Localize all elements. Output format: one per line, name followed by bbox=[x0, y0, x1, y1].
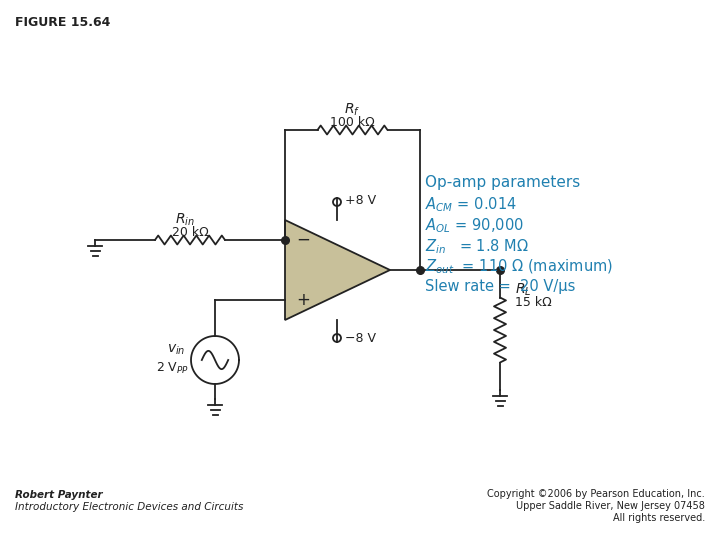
Text: Op-amp parameters: Op-amp parameters bbox=[425, 175, 580, 190]
Text: Robert Paynter: Robert Paynter bbox=[15, 490, 103, 500]
Text: All rights reserved.: All rights reserved. bbox=[613, 513, 705, 523]
Text: 100 kΩ: 100 kΩ bbox=[330, 116, 375, 129]
Text: $R_L$: $R_L$ bbox=[515, 282, 531, 298]
Text: $R_{in}$: $R_{in}$ bbox=[175, 212, 195, 228]
Text: +: + bbox=[296, 291, 310, 309]
Text: $v_{in}$: $v_{in}$ bbox=[166, 343, 185, 357]
Text: 20 kΩ: 20 kΩ bbox=[171, 226, 208, 239]
Text: $Z_{out}$  = 110 Ω (maximum): $Z_{out}$ = 110 Ω (maximum) bbox=[425, 258, 613, 276]
Polygon shape bbox=[285, 220, 390, 320]
Text: Copyright ©2006 by Pearson Education, Inc.: Copyright ©2006 by Pearson Education, In… bbox=[487, 489, 705, 499]
Text: +8 V: +8 V bbox=[345, 194, 376, 207]
Text: $R_f$: $R_f$ bbox=[344, 102, 361, 118]
Text: $A_{CM}$ = 0.014: $A_{CM}$ = 0.014 bbox=[425, 195, 517, 214]
Text: −8 V: −8 V bbox=[345, 333, 376, 346]
Text: −: − bbox=[296, 231, 310, 249]
Text: $Z_{in}$   = 1.8 MΩ: $Z_{in}$ = 1.8 MΩ bbox=[425, 237, 528, 256]
Text: FIGURE 15.64: FIGURE 15.64 bbox=[15, 16, 110, 29]
Text: 15 kΩ: 15 kΩ bbox=[515, 296, 552, 309]
Text: $A_{OL}$ = 90,000: $A_{OL}$ = 90,000 bbox=[425, 216, 523, 235]
Text: 2 V$_{PP}$: 2 V$_{PP}$ bbox=[156, 361, 189, 375]
Text: Introductory Electronic Devices and Circuits: Introductory Electronic Devices and Circ… bbox=[15, 502, 243, 512]
Text: Upper Saddle River, New Jersey 07458: Upper Saddle River, New Jersey 07458 bbox=[516, 501, 705, 511]
Text: Slew rate =  20 V/μs: Slew rate = 20 V/μs bbox=[425, 279, 575, 294]
